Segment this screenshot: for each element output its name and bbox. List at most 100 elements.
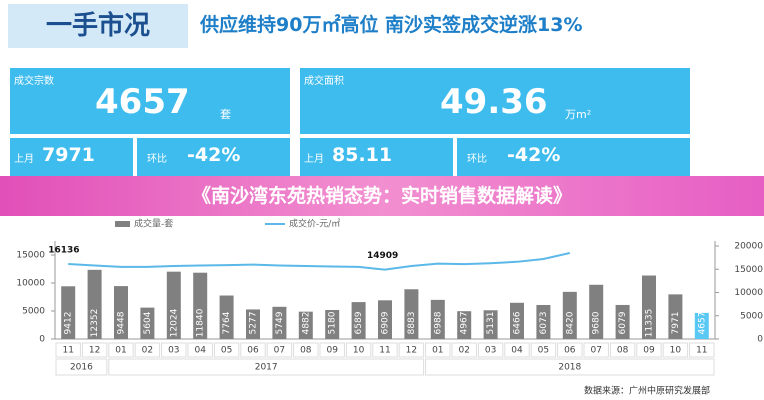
bar — [615, 304, 630, 339]
card-label: 成交宗数 — [14, 76, 54, 87]
change-label: 环比 — [147, 154, 167, 165]
card-top: 成交面积 49.36 万m² — [300, 68, 690, 134]
bar-label: 12024 — [169, 308, 179, 337]
bar-label: 9412 — [64, 312, 74, 335]
y2-tick-label: 20000 — [734, 242, 763, 252]
bar — [510, 302, 524, 339]
bar — [193, 272, 208, 339]
bar — [219, 295, 234, 339]
y2-tick-label: 0 — [757, 335, 763, 345]
category-cell — [425, 342, 451, 358]
bar-label: 7764 — [222, 311, 232, 334]
bar — [483, 310, 498, 339]
annotation: 14909 — [367, 251, 398, 261]
category-cell — [662, 342, 689, 358]
category-cell — [398, 342, 425, 358]
x-tick-label: 11 — [696, 346, 707, 356]
source: 数据来源：广州中原研究发展部 — [584, 385, 710, 397]
legend-label: 成交价-元/㎡ — [289, 218, 340, 230]
bar-label: 4882 — [301, 312, 311, 335]
change-label: 环比 — [467, 154, 487, 165]
x-tick-label: 06 — [247, 346, 259, 356]
x-tick-label: 02 — [458, 346, 469, 356]
bar — [404, 289, 419, 339]
bar — [589, 284, 604, 339]
bar-label: 11840 — [196, 308, 206, 337]
last-label: 上月 — [304, 154, 324, 165]
bar-label: 5277 — [249, 312, 259, 335]
x-tick-label: 01 — [432, 346, 443, 356]
category-cell — [451, 342, 477, 358]
y-tick-label: 15000 — [16, 251, 45, 261]
x-tick-label: 05 — [221, 346, 232, 356]
last-cell: 上月 7971 — [10, 138, 133, 176]
bar — [457, 311, 472, 339]
category-cell — [319, 342, 345, 358]
x-tick-label: 05 — [538, 346, 549, 356]
stat-card: 成交面积 49.36 万m² 上月 85.11 环比 -42% — [300, 68, 690, 176]
year-label: 2018 — [558, 363, 581, 373]
banner: 《南沙湾东苑热销态势：实时销售数据解读》 — [0, 176, 764, 216]
last-label: 上月 — [14, 154, 34, 165]
bar-label: 9680 — [592, 311, 602, 334]
bar-label: 4967 — [460, 312, 470, 335]
year-cell — [108, 358, 425, 376]
category-cell — [583, 342, 609, 358]
card-top: 成交宗数 4657 套 — [10, 68, 290, 134]
category-cell — [161, 342, 187, 358]
category-cell — [372, 342, 398, 358]
category-cell — [293, 342, 319, 358]
category-cell — [266, 342, 293, 358]
bar-label: 6589 — [354, 311, 364, 334]
bar — [351, 302, 366, 339]
x-tick-label: 08 — [617, 346, 629, 356]
x-tick-label: 07 — [274, 346, 285, 356]
card-value: 49.36 — [440, 82, 548, 122]
x-tick-label: 02 — [142, 346, 153, 356]
y-tick-label: 5000 — [22, 307, 45, 317]
bar-label: 12352 — [90, 309, 100, 338]
bar-label: 6909 — [381, 311, 391, 334]
annotation: 16136 — [48, 245, 79, 255]
y-tick-label: 10000 — [16, 279, 45, 289]
bar-label: 7971 — [671, 312, 681, 335]
bar-label: 6466 — [513, 311, 523, 334]
card-unit: 万m² — [565, 108, 592, 121]
bar — [325, 309, 340, 339]
last-value: 7971 — [42, 144, 95, 166]
category-cell — [108, 342, 134, 358]
bar — [562, 291, 577, 339]
category-cell — [609, 342, 636, 358]
bar — [536, 304, 551, 339]
y2-tick-label: 10000 — [734, 288, 763, 298]
change-value: -42% — [187, 144, 241, 166]
x-tick-label: 10 — [670, 346, 682, 356]
x-tick-label: 06 — [564, 346, 576, 356]
category-cell — [504, 342, 530, 358]
x-tick-label: 09 — [326, 346, 338, 356]
card-value: 4657 — [95, 82, 190, 122]
category-cell — [345, 342, 372, 358]
y2-tick-label: 15000 — [734, 265, 763, 275]
bar-label: 11335 — [645, 309, 655, 338]
x-tick-label: 11 — [62, 346, 73, 356]
category-cell — [55, 342, 81, 358]
bar-label: 5604 — [143, 311, 153, 334]
stat-card: 成交宗数 4657 套上月 7971 环比 -42% — [10, 68, 290, 176]
x-tick-label: 04 — [194, 346, 206, 356]
bar-label: 5180 — [328, 311, 338, 334]
legend-label: 成交量-套 — [134, 218, 173, 230]
bar-label: 6988 — [433, 311, 443, 334]
bar-label: 4657 — [697, 312, 707, 335]
bar — [272, 306, 287, 339]
x-tick-label: 04 — [511, 346, 523, 356]
category-cell — [689, 342, 715, 358]
x-tick-label: 12 — [406, 346, 417, 356]
header-title: 一手市况 — [8, 4, 188, 48]
bar — [140, 307, 155, 339]
bar-label: 5131 — [486, 312, 496, 335]
x-tick-label: 11 — [379, 346, 390, 356]
category-cell — [557, 342, 583, 358]
bar — [430, 299, 445, 339]
